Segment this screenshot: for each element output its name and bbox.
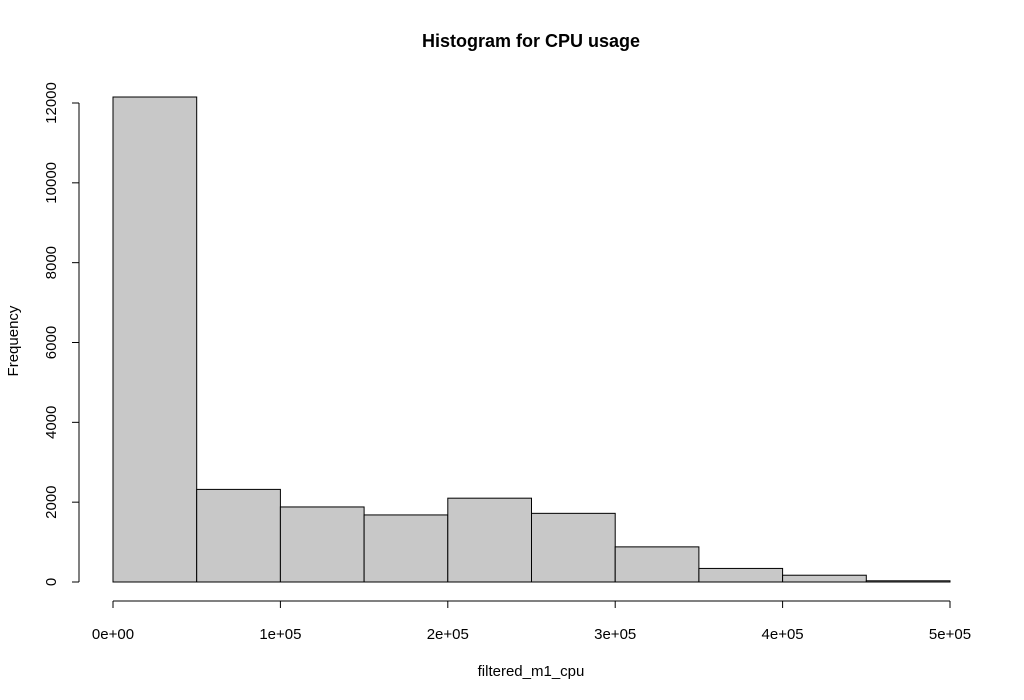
x-axis: 0e+00 1e+05 2e+05 3e+05 4e+05 5e+05 xyxy=(92,600,971,643)
x-axis-label: filtered_m1_cpu xyxy=(478,663,585,680)
x-tick-label: 2e+05 xyxy=(427,626,469,643)
x-tick-label: 0e+00 xyxy=(92,626,134,643)
y-tick-label: 2000 xyxy=(43,485,60,518)
x-tick-label: 1e+05 xyxy=(259,626,301,643)
histogram-bar xyxy=(614,546,700,583)
x-tick-label: 3e+05 xyxy=(594,626,636,643)
y-axis: 0 2000 4000 6000 8000 10000 12000 xyxy=(43,82,80,586)
x-tick-label: 5e+05 xyxy=(929,626,971,643)
histogram-bar xyxy=(196,488,281,583)
histogram-bar xyxy=(112,96,198,583)
histogram-bar xyxy=(698,567,784,583)
y-tick-label: 10000 xyxy=(43,162,60,204)
histogram-bar xyxy=(531,512,616,583)
histogram-bar xyxy=(447,497,532,583)
histogram-bar xyxy=(865,580,951,583)
y-axis-label: Frequency xyxy=(5,305,22,376)
chart-title: Histogram for CPU usage xyxy=(422,31,640,51)
y-tick-label: 6000 xyxy=(43,326,60,359)
histogram-bar xyxy=(363,514,449,583)
histogram-bar xyxy=(279,506,365,583)
x-tick-label: 4e+05 xyxy=(762,626,804,643)
y-tick-label: 12000 xyxy=(43,82,60,124)
histogram-bar xyxy=(782,574,867,583)
y-tick-label: 8000 xyxy=(43,246,60,279)
y-tick-label: 4000 xyxy=(43,406,60,439)
bars-group xyxy=(112,96,951,583)
y-tick-label: 0 xyxy=(43,578,60,586)
